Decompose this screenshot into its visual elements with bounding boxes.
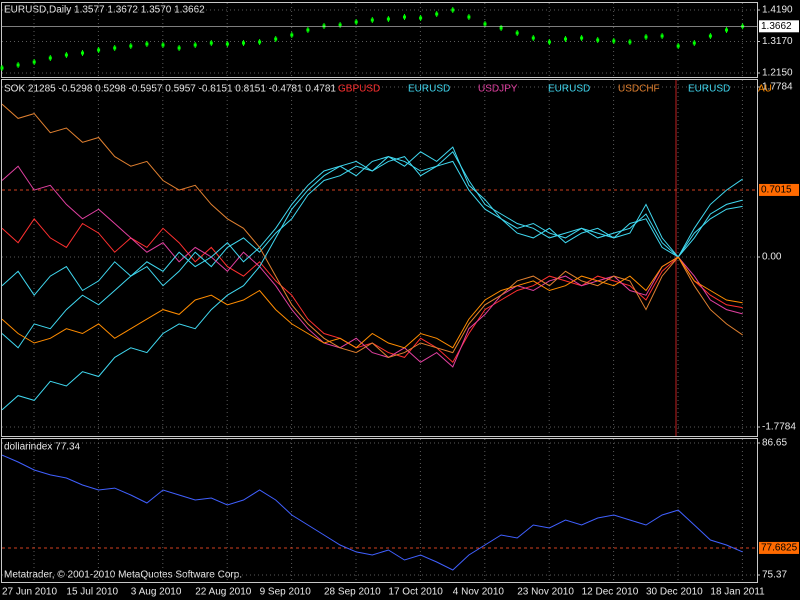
candle (483, 22, 487, 26)
x-tick-label: 27 Jun 2010 (2, 587, 57, 598)
x-tick-label: 15 Jul 2010 (66, 587, 118, 598)
x-tick-label: 28 Sep 2010 (324, 587, 381, 598)
candle (499, 26, 503, 30)
candle (193, 43, 197, 47)
legend-label: USDCHF (618, 84, 660, 95)
candle (16, 63, 20, 67)
candle (708, 34, 712, 38)
candle (419, 16, 423, 20)
level-box (759, 183, 799, 196)
y-tick-label: 86.65 (762, 438, 787, 449)
y-tick-label: 1.3170 (762, 36, 793, 47)
candle (161, 43, 165, 47)
candle (322, 24, 326, 28)
candle (177, 46, 181, 50)
x-tick-label: 18 Jan 2011 (710, 587, 765, 598)
candle (209, 41, 213, 45)
chart-title: EURUSD,Daily 1.3577 1.3672 1.3570 1.3662 (4, 5, 205, 16)
x-tick-label: 3 Aug 2010 (131, 587, 182, 598)
panel-frame (1, 2, 758, 78)
y-tick-label: 1.4190 (762, 5, 793, 16)
candle (145, 42, 149, 46)
legend-label: USDJPY (478, 84, 518, 95)
candle (692, 41, 696, 45)
candle (451, 8, 455, 12)
panel-frame (1, 438, 758, 583)
candle (596, 38, 600, 42)
price-label: 1.3662 (761, 21, 792, 32)
series-line (1, 454, 743, 571)
candle (354, 20, 358, 24)
x-tick-label: 9 Sep 2010 (260, 587, 312, 598)
candle (660, 34, 664, 38)
candle (580, 36, 584, 40)
y-tick-label: 1.2150 (762, 68, 793, 79)
candle (32, 60, 36, 64)
series-line (1, 146, 743, 349)
level-box (759, 541, 799, 554)
x-tick-label: 23 Nov 2010 (517, 587, 574, 598)
legend-label: EURUSD (688, 84, 730, 95)
candle (515, 31, 519, 35)
series-line (1, 103, 743, 358)
series-line (1, 156, 743, 411)
legend-label: GBPUSD (338, 84, 380, 95)
x-tick-label: 30 Dec 2010 (646, 587, 703, 598)
indicator-title: SOK 21285 -0.5298 0.5298 -0.5957 0.5957 … (4, 84, 336, 95)
x-tick-label: 17 Oct 2010 (388, 587, 443, 598)
x-tick-label: 12 Dec 2010 (582, 587, 639, 598)
candle (225, 42, 229, 46)
candle (0, 66, 4, 70)
candle (467, 15, 471, 19)
candle (435, 12, 439, 16)
candle (338, 23, 342, 27)
price-box (759, 20, 799, 33)
legend-label: EURUSD (548, 84, 590, 95)
candle (274, 37, 278, 41)
level-label: 77.6825 (761, 543, 798, 554)
candle (531, 36, 535, 40)
y-tick-label: 0.00 (762, 252, 782, 263)
candle (386, 17, 390, 21)
candle (612, 39, 616, 43)
candle (258, 40, 262, 44)
candle (113, 46, 117, 50)
copyright: Metatrader, © 2001-2010 MetaQuotes Softw… (4, 570, 242, 581)
candle (644, 35, 648, 39)
panel-frame (1, 79, 758, 437)
candle (81, 51, 84, 55)
candle (97, 48, 101, 52)
candle (564, 37, 567, 41)
candle (129, 44, 133, 48)
candle (370, 18, 374, 22)
legend-label: AU (758, 84, 772, 95)
series-line (1, 165, 743, 368)
candle (306, 28, 310, 32)
candle (242, 41, 245, 45)
indicator-title: dollarindex 77.34 (4, 442, 81, 453)
candle (64, 53, 68, 57)
series-line (1, 256, 743, 349)
candle (628, 40, 632, 44)
x-tick-label: 22 Aug 2010 (195, 587, 252, 598)
x-tick-label: 4 Nov 2010 (453, 587, 505, 598)
candle (290, 33, 294, 37)
y-tick-label: 1.7784 (762, 82, 793, 93)
candle (725, 28, 728, 32)
legend-label: EURUSD (408, 84, 450, 95)
candle (48, 56, 52, 60)
candle (676, 44, 680, 48)
level-label: 0.7015 (761, 185, 792, 196)
y-tick-label: -1.7784 (762, 422, 796, 433)
candle (403, 15, 406, 19)
candle (547, 40, 551, 44)
y-tick-label: 75.37 (762, 570, 787, 581)
